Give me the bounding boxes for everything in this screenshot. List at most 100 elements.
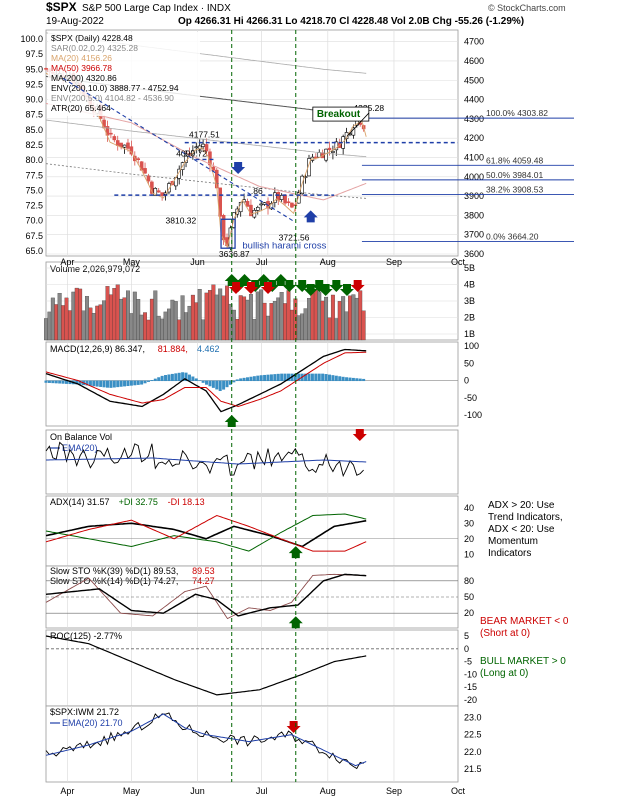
volume-bar [149, 298, 154, 341]
volume-bar [337, 301, 342, 341]
volume-bar [167, 308, 171, 341]
macd-histogram-bar [338, 376, 342, 382]
macd-histogram-bar [351, 377, 355, 382]
price-left-tick: 77.5 [25, 170, 43, 180]
roc-tick: -5 [464, 657, 472, 667]
price-right-tick: 4700 [464, 37, 484, 47]
candle-body [334, 141, 339, 151]
macd-histogram-bar [47, 380, 51, 383]
adx-tick: 10 [464, 549, 474, 559]
volume-red-arrow [243, 282, 258, 294]
price-left-tick: 97.5 [25, 49, 43, 59]
macd-histogram-bar [160, 375, 164, 382]
volume-bar [74, 287, 79, 341]
month-label-top: Jul [256, 257, 268, 267]
volume-bar [180, 295, 185, 341]
candle-body [143, 168, 147, 174]
volume-bar [300, 313, 305, 341]
macd-tick: 100 [464, 341, 479, 351]
macd-histogram-bar [68, 380, 72, 385]
price-legend-item: MA(20) 4156.26 [51, 53, 112, 63]
macd-histogram-bar [164, 375, 168, 382]
macd-histogram-bar [211, 380, 215, 388]
candle-body [331, 150, 335, 153]
price-right-tick: 4500 [464, 75, 484, 85]
price-right-tick: 4300 [464, 114, 484, 124]
volume-arrow [350, 280, 365, 292]
volume-bar [361, 310, 366, 341]
volume-bar [173, 301, 178, 341]
month-label-bottom: Jul [256, 786, 268, 796]
volume-bar [47, 311, 52, 341]
macd-histogram-bar [358, 378, 362, 382]
volume-bar [238, 295, 243, 341]
volume-bar [259, 289, 264, 341]
macd-histogram-bar [102, 380, 106, 388]
ratio-tick: 21.5 [464, 764, 482, 774]
month-label-bottom: Sep [386, 786, 402, 796]
volume-bar [194, 302, 199, 341]
ratio-tick: 23.0 [464, 712, 482, 722]
plus-di-line [45, 513, 367, 552]
obv-ema-line [46, 457, 367, 465]
roc-tick: -15 [464, 682, 477, 692]
adx-legend: +DI 32.75 [119, 497, 158, 507]
macd-legend: 81.884, [158, 344, 188, 354]
macd-histogram-bar [136, 380, 140, 385]
volume-bar [218, 288, 223, 341]
macd-green-arrow [224, 415, 239, 427]
candle-body [249, 204, 253, 217]
volume-bar [330, 294, 335, 341]
roc-tick: -10 [464, 669, 477, 679]
macd-histogram-bar [150, 380, 154, 382]
price-left-tick: 65.0 [25, 246, 43, 256]
price-legend-item: MA(200) 4320.86 [51, 73, 117, 83]
macd-histogram-bar [174, 373, 178, 382]
price-left-tick: 80.0 [25, 155, 43, 165]
price-right-tick: 3600 [464, 249, 484, 259]
macd-histogram-bar [218, 380, 222, 392]
macd-histogram-bar [321, 373, 325, 382]
candle-body [255, 206, 260, 211]
price-down-arrow [231, 162, 246, 175]
adx-line [45, 520, 367, 548]
macd-histogram-bar [116, 380, 120, 388]
volume-bar [108, 294, 113, 341]
candle-body [160, 192, 164, 196]
adx-note: ADX > 20: Use [488, 500, 555, 511]
candle-body [201, 143, 205, 147]
breakout-pointer [346, 112, 370, 137]
volume-arrow [329, 280, 344, 292]
volume-tick: 2B [464, 313, 475, 323]
breakout-label: Breakout [317, 109, 361, 120]
volume-bar [214, 294, 219, 341]
month-label-bottom: Jun [190, 786, 205, 796]
macd-histogram-bar [293, 373, 297, 382]
candle-body [204, 144, 209, 152]
env5-lower-line [45, 119, 367, 158]
annotation-3636: 3636.87 [219, 249, 250, 259]
macd-tick: 0 [464, 376, 469, 386]
macd-histogram-bar [246, 377, 250, 382]
volume-bar [122, 297, 127, 341]
volume-bar [303, 308, 308, 341]
candle-body [156, 190, 161, 193]
month-label-top: Oct [451, 257, 466, 267]
macd-histogram-bar [95, 380, 99, 387]
macd-histogram-bar [105, 380, 109, 388]
macd-histogram-bar [51, 380, 55, 384]
sto39-legend: 89.53 [192, 566, 215, 576]
roc-tick: 5 [464, 631, 469, 641]
macd-histogram-bar [345, 377, 349, 382]
price-legend-item: ATR(20) 65.464 [51, 103, 111, 113]
candle-body [286, 201, 291, 204]
volume-bar [67, 310, 72, 341]
volume-bar [296, 315, 301, 341]
macd-histogram-bar [167, 374, 171, 382]
candle-body [126, 142, 130, 149]
macd-histogram-bar [88, 380, 92, 386]
sto14-line [45, 573, 367, 620]
month-label-top: Jun [190, 257, 205, 267]
macd-histogram-bar [119, 380, 123, 387]
volume-bar [163, 311, 168, 341]
